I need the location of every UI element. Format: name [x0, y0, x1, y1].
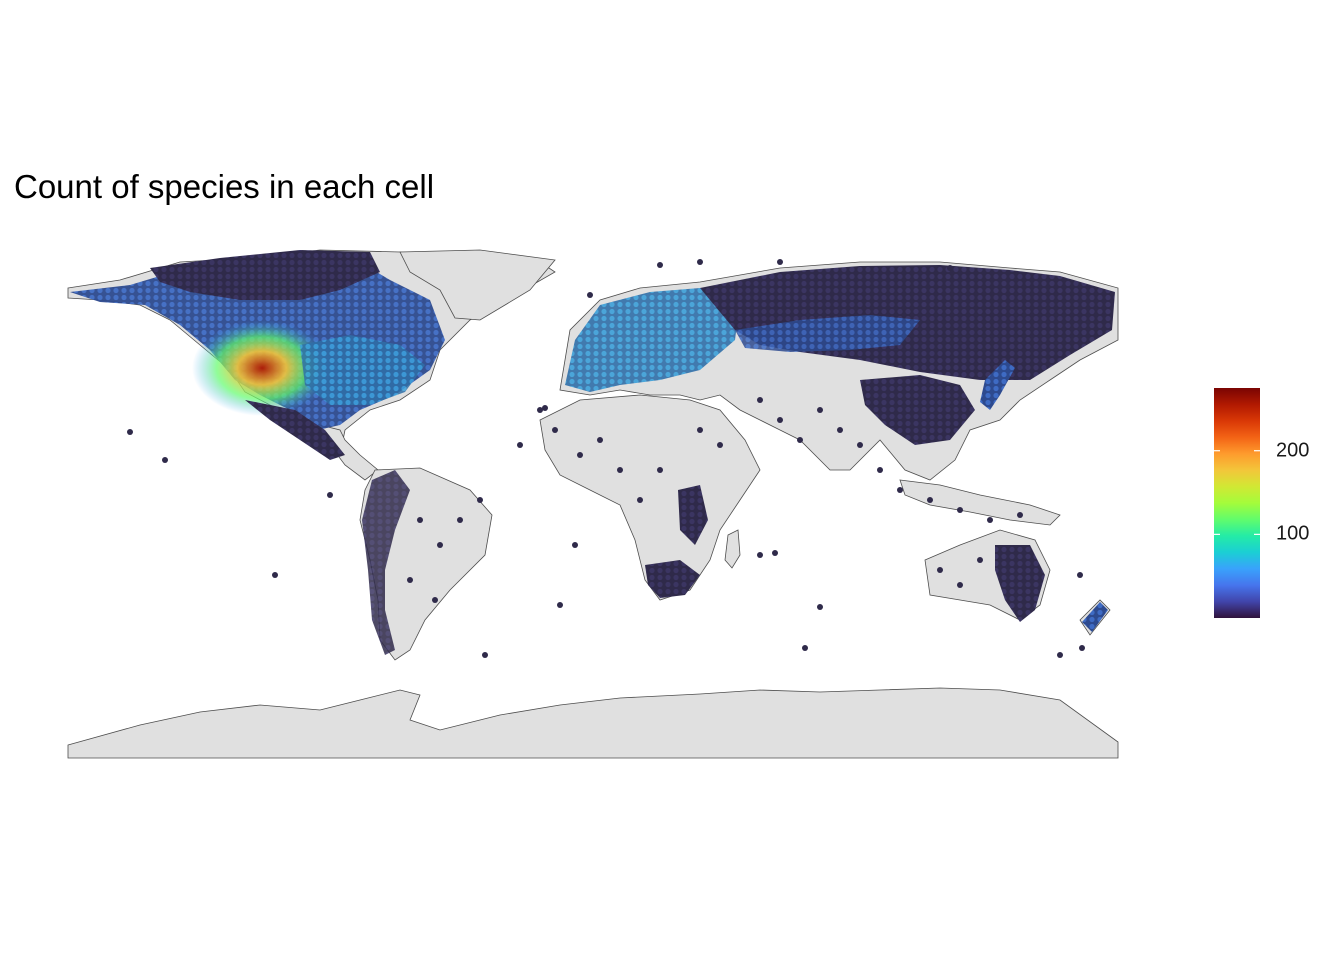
land-madagascar [724, 529, 741, 569]
cells-eastern-us [300, 335, 425, 405]
cells-east-australia [995, 545, 1045, 622]
legend-tick-label-200: 200 [1276, 439, 1310, 462]
cells-central-asia [735, 315, 920, 352]
cells-arctic-canada [150, 250, 380, 300]
cells-south-america [362, 470, 410, 655]
cells-europe [565, 288, 740, 392]
colorbar [1214, 388, 1260, 618]
cells-east-asia [860, 375, 975, 445]
cells-mexico [245, 400, 345, 460]
land-greenland [399, 249, 556, 321]
land-africa [539, 394, 761, 601]
legend-tick-label-100: 100 [1276, 522, 1310, 545]
cell-layer [70, 250, 1115, 658]
cells-japan [980, 360, 1015, 410]
scattered-cells [127, 259, 1085, 658]
hotspot-western-us [192, 320, 332, 416]
cells-south-africa [645, 560, 700, 598]
cells-east-africa [678, 485, 708, 545]
cells-new-zealand [1082, 602, 1108, 632]
land-se-asia [899, 479, 1061, 526]
color-legend: 200 100 [1214, 388, 1309, 620]
map-title: Count of species in each cell [14, 168, 435, 205]
land-antarctica [67, 687, 1119, 759]
